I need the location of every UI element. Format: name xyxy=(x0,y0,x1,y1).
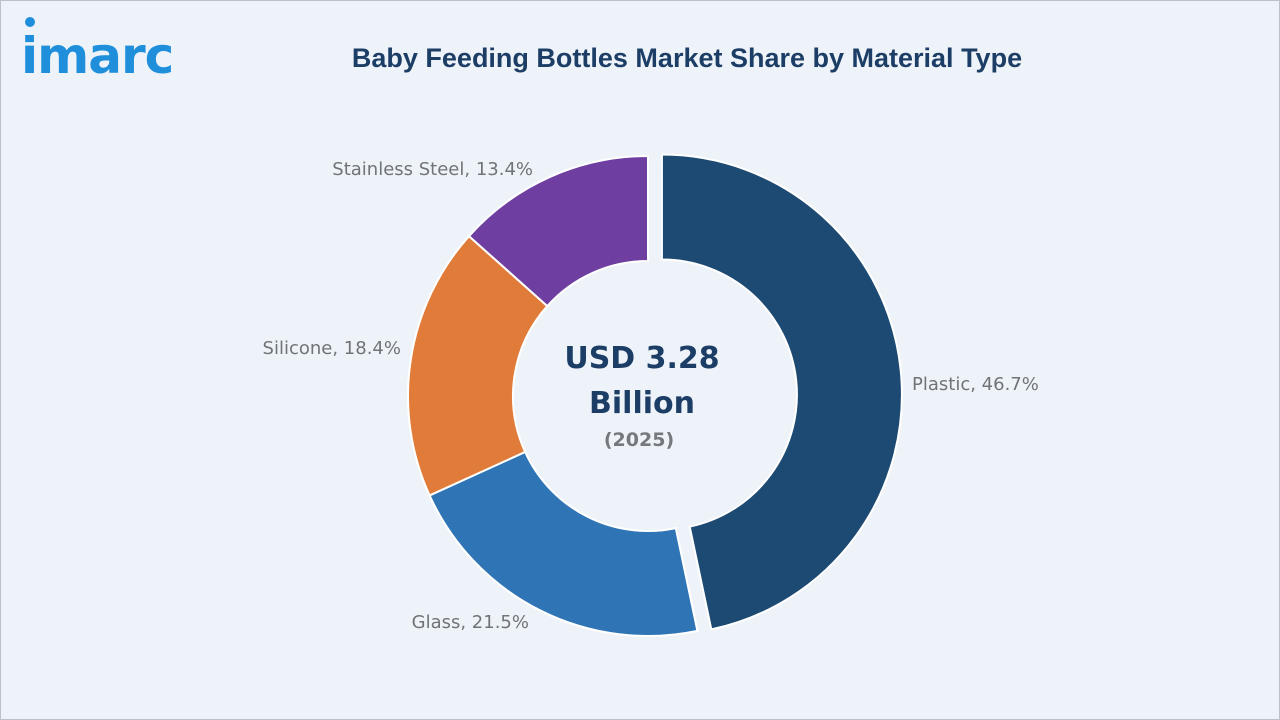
slice-glass xyxy=(428,450,699,637)
logo-text: imarc xyxy=(21,27,174,85)
donut-slices xyxy=(407,153,903,637)
chart-title: Baby Feeding Bottles Market Share by Mat… xyxy=(351,43,1023,73)
slice-label-plastic: Plastic, 46.7% xyxy=(912,374,1039,395)
slice-silicone xyxy=(407,234,549,497)
slice-stainless-steel xyxy=(467,154,649,308)
center-value-line2: Billion xyxy=(589,386,695,421)
imarc-logo: imarc xyxy=(21,17,174,81)
logo-dot-icon xyxy=(25,17,35,27)
slice-label-glass: Glass, 21.5% xyxy=(412,612,529,633)
center-value-line1: USD 3.28 xyxy=(564,341,719,376)
slice-plastic xyxy=(660,153,903,631)
donut-center: USD 3.28 Billion (2025) xyxy=(564,341,719,451)
slice-label-silicone: Silicone, 18.4% xyxy=(263,338,401,359)
slice-label-stainless-steel: Stainless Steel, 13.4% xyxy=(332,159,533,180)
center-year: (2025) xyxy=(604,429,674,451)
slice-labels: Plastic, 46.7% Glass, 21.5% Silicone, 18.4… xyxy=(263,159,1039,633)
